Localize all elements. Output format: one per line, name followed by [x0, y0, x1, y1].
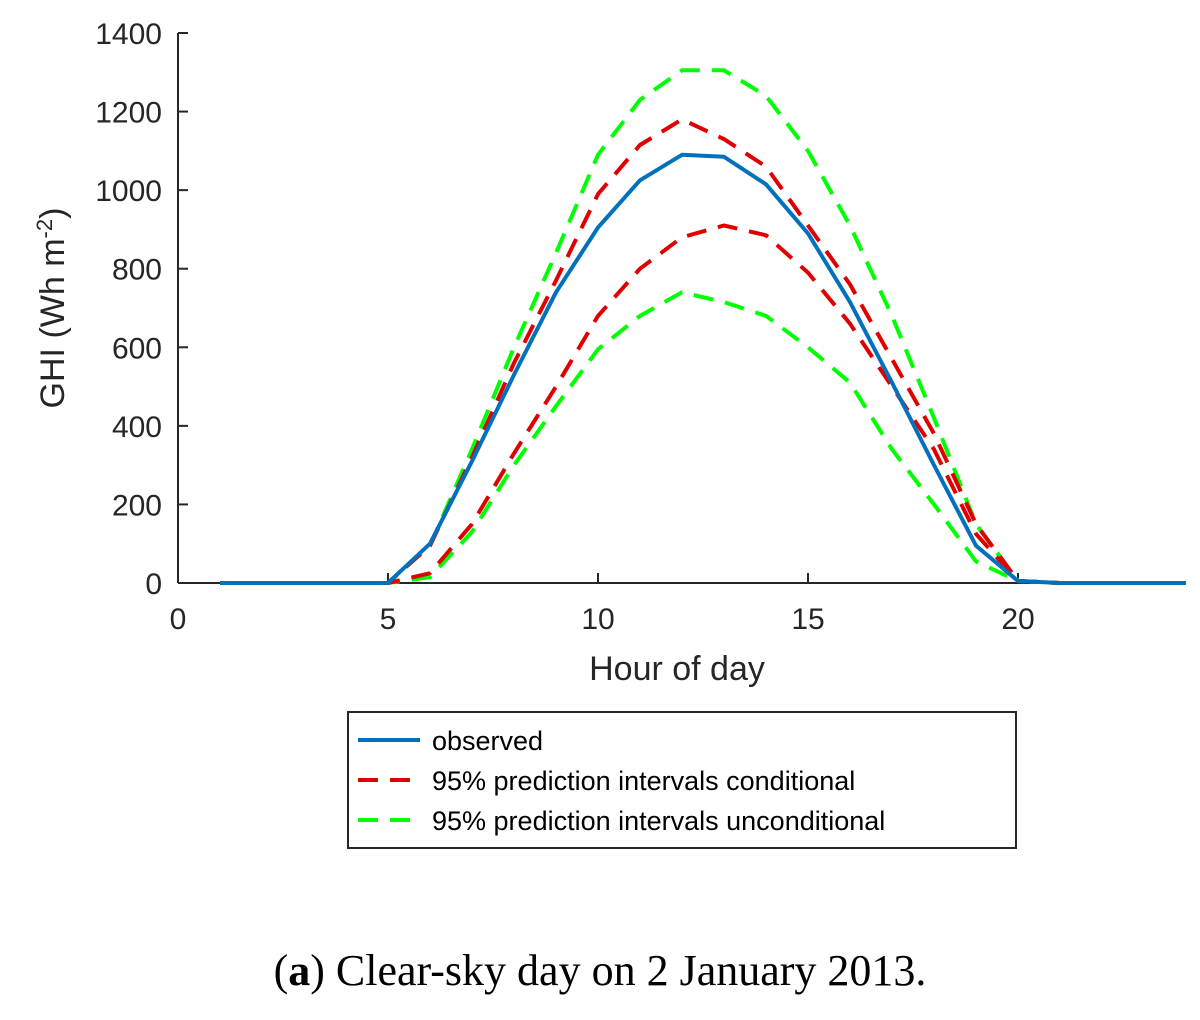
y-tick-label: 400 [112, 411, 162, 444]
y-tick-label: 1400 [95, 18, 162, 51]
legend-label-2: 95% prediction intervals unconditional [432, 806, 885, 836]
series-line-0 [220, 152, 1186, 585]
y-tick-label: 1200 [95, 97, 162, 130]
figure-caption: (a) Clear-sky day on 2 January 2013. [0, 945, 1200, 996]
series-line-1 [220, 117, 1186, 585]
caption-close: ) [310, 946, 325, 995]
y-tick-label: 600 [112, 332, 162, 365]
x-tick-label: 10 [581, 603, 614, 636]
y-axis-title-close: ) [34, 208, 72, 219]
y-tick-label: 1000 [95, 175, 162, 208]
series-layer [220, 68, 1186, 585]
caption-text: Clear-sky day on 2 January 2013. [324, 946, 927, 995]
x-tick-label: 0 [170, 603, 187, 636]
caption-open: ( [273, 946, 289, 995]
y-axis-title-main: GHI (Wh m [34, 238, 72, 408]
legend-label-1: 95% prediction intervals conditional [432, 766, 855, 796]
y-tick-label: 800 [112, 254, 162, 287]
x-tick-label: 20 [1001, 603, 1034, 636]
series-line-3 [220, 68, 1186, 585]
x-tick-label: 5 [380, 603, 397, 636]
axes [177, 32, 1186, 584]
caption-label: a [288, 946, 311, 995]
y-axis-title: GHI (Wh m-2) [32, 208, 72, 409]
legend-label-0: observed [432, 726, 543, 756]
y-tick-label: 0 [145, 568, 162, 601]
series-line-4 [220, 290, 1186, 585]
series-line-2 [220, 223, 1186, 585]
legend: observed 95% prediction intervals conditi… [347, 711, 1017, 849]
x-tick-label: 15 [791, 603, 824, 636]
y-axis-title-superscript: -2 [32, 219, 57, 239]
legend-box [347, 711, 1017, 849]
x-axis-title: Hour of day [589, 650, 765, 688]
y-tick-label: 200 [112, 489, 162, 522]
